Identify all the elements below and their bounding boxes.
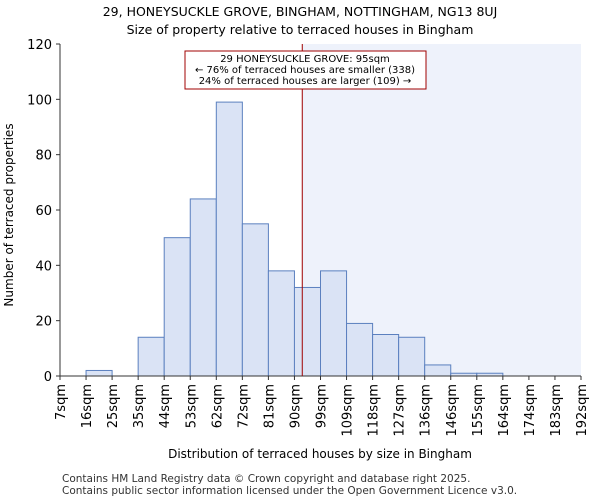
y-tick-label: 120: [27, 38, 52, 53]
chart-subtitle: Size of property relative to terraced ho…: [126, 22, 474, 37]
bar-chart: 0 20 40 60 80 100 120 7sqm 16sqm 25sqm 35sqm 44sqm…: [2, 38, 590, 461]
y-tick-label: 40: [35, 259, 52, 274]
annotation-line-3: 24% of terraced houses are larger (109) …: [199, 76, 412, 87]
x-tick-label: 99sqm: [315, 384, 330, 428]
annotation-line-2: ← 76% of terraced houses are smaller (33…: [195, 65, 415, 76]
larger-region-shade: [302, 44, 581, 376]
x-tick-label: 44sqm: [158, 384, 173, 428]
x-axis-label: Distribution of terraced houses by size …: [168, 447, 472, 461]
x-tick-label: 16sqm: [80, 384, 95, 428]
y-ticks-group: 0 20 40 60 80 100 120: [27, 38, 60, 385]
bar-90sqm: [293, 286, 322, 377]
annotation-box: [184, 50, 427, 90]
x-tick-label: 25sqm: [106, 384, 121, 428]
x-tick-label: 183sqm: [549, 384, 564, 437]
x-tick-label: 35sqm: [132, 384, 147, 428]
x-tick-label: 127sqm: [393, 384, 408, 437]
x-tick-label: 72sqm: [236, 384, 251, 428]
x-tick-label: 53sqm: [184, 384, 199, 428]
x-tick-label: 155sqm: [471, 384, 486, 437]
bar-109sqm: [346, 322, 374, 377]
bar-35sqm: [137, 336, 165, 377]
footer-line-2: Contains public sector information licen…: [62, 485, 518, 497]
x-tick-label: 174sqm: [523, 384, 538, 437]
annotation-line-1: 29 HONEYSUCKLE GROVE: 95sqm: [220, 54, 390, 65]
bar-62sqm: [215, 101, 243, 377]
x-tick-label: 109sqm: [341, 384, 356, 437]
x-tick-label: 192sqm: [575, 384, 590, 437]
x-tick-label: 7sqm: [54, 384, 69, 420]
x-tick-label: 118sqm: [367, 384, 382, 437]
bar-99sqm: [320, 270, 348, 377]
y-tick-label: 80: [35, 149, 52, 164]
bar-136sqm: [424, 364, 452, 377]
x-tick-label: 62sqm: [210, 384, 225, 428]
bar-53sqm: [189, 198, 217, 377]
bar-118sqm: [372, 334, 400, 377]
y-tick-label: 20: [35, 315, 52, 330]
footer-line-1: Contains HM Land Registry data © Crown c…: [62, 473, 471, 485]
y-tick-label: 60: [35, 204, 52, 219]
x-tick-label: 90sqm: [288, 384, 303, 428]
x-tick-label: 146sqm: [445, 384, 460, 437]
bar-16sqm: [85, 369, 113, 377]
bar-81sqm: [267, 270, 295, 377]
y-tick-label: 0: [44, 370, 52, 385]
bars-group: [85, 101, 504, 377]
x-ticks-group: 7sqm 16sqm 25sqm 35sqm 44sqm 53sqm 62sqm 72sqm 8…: [54, 376, 590, 437]
x-tick-label: 136sqm: [419, 384, 434, 437]
y-tick-label: 100: [27, 93, 52, 108]
bar-44sqm: [163, 237, 191, 377]
bar-72sqm: [241, 223, 269, 377]
x-tick-label: 81sqm: [262, 384, 277, 428]
bar-127sqm: [398, 336, 426, 377]
chart-title: 29, HONEYSUCKLE GROVE, BINGHAM, NOTTINGH…: [102, 4, 498, 19]
x-tick-label: 164sqm: [497, 384, 512, 437]
y-axis-label: Number of terraced properties: [2, 123, 16, 306]
